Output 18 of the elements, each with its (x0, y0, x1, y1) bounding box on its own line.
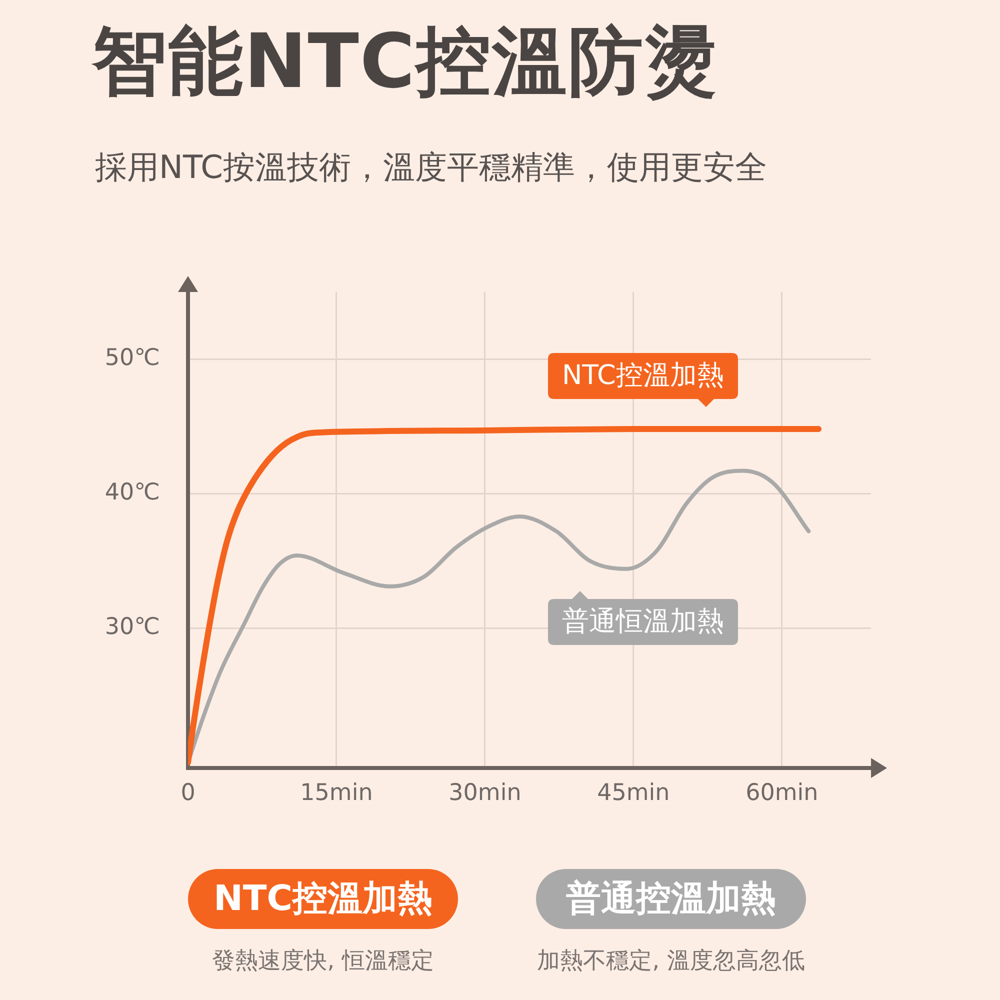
text: 加熱不穩定, 溫度忽高忽低 (537, 948, 805, 974)
y-tick-label: 30℃ (104, 614, 160, 640)
pill: 普通控溫加熱 (536, 869, 806, 929)
y-tick-label: 40℃ (104, 480, 160, 506)
chart-title: 智能NTC控溫防燙 (92, 16, 720, 107)
series-label: NTC控溫加熱 (560, 358, 725, 393)
x-tick-label: 15min (300, 780, 373, 806)
chart-subtitle: 採用NTC按溫技術，溫度平穩精準，使用更安全 (95, 147, 767, 188)
series-label: 普通恒溫加熱 (560, 604, 725, 639)
speech-bubble: NTC控溫加熱 (548, 352, 738, 407)
speech-bubble: 普通恒溫加熱 (548, 590, 738, 645)
x-tick-label: 60min (746, 780, 818, 806)
x-tick-label: 30min (448, 780, 522, 806)
x-tick-label: 0 (180, 780, 196, 806)
pill: NTC控溫加熱 (188, 869, 458, 929)
x-tick-label: 45min (597, 780, 670, 806)
y-tick-label: 50℃ (104, 345, 160, 372)
text: 發熱速度快, 恒溫穩定 (212, 948, 434, 974)
